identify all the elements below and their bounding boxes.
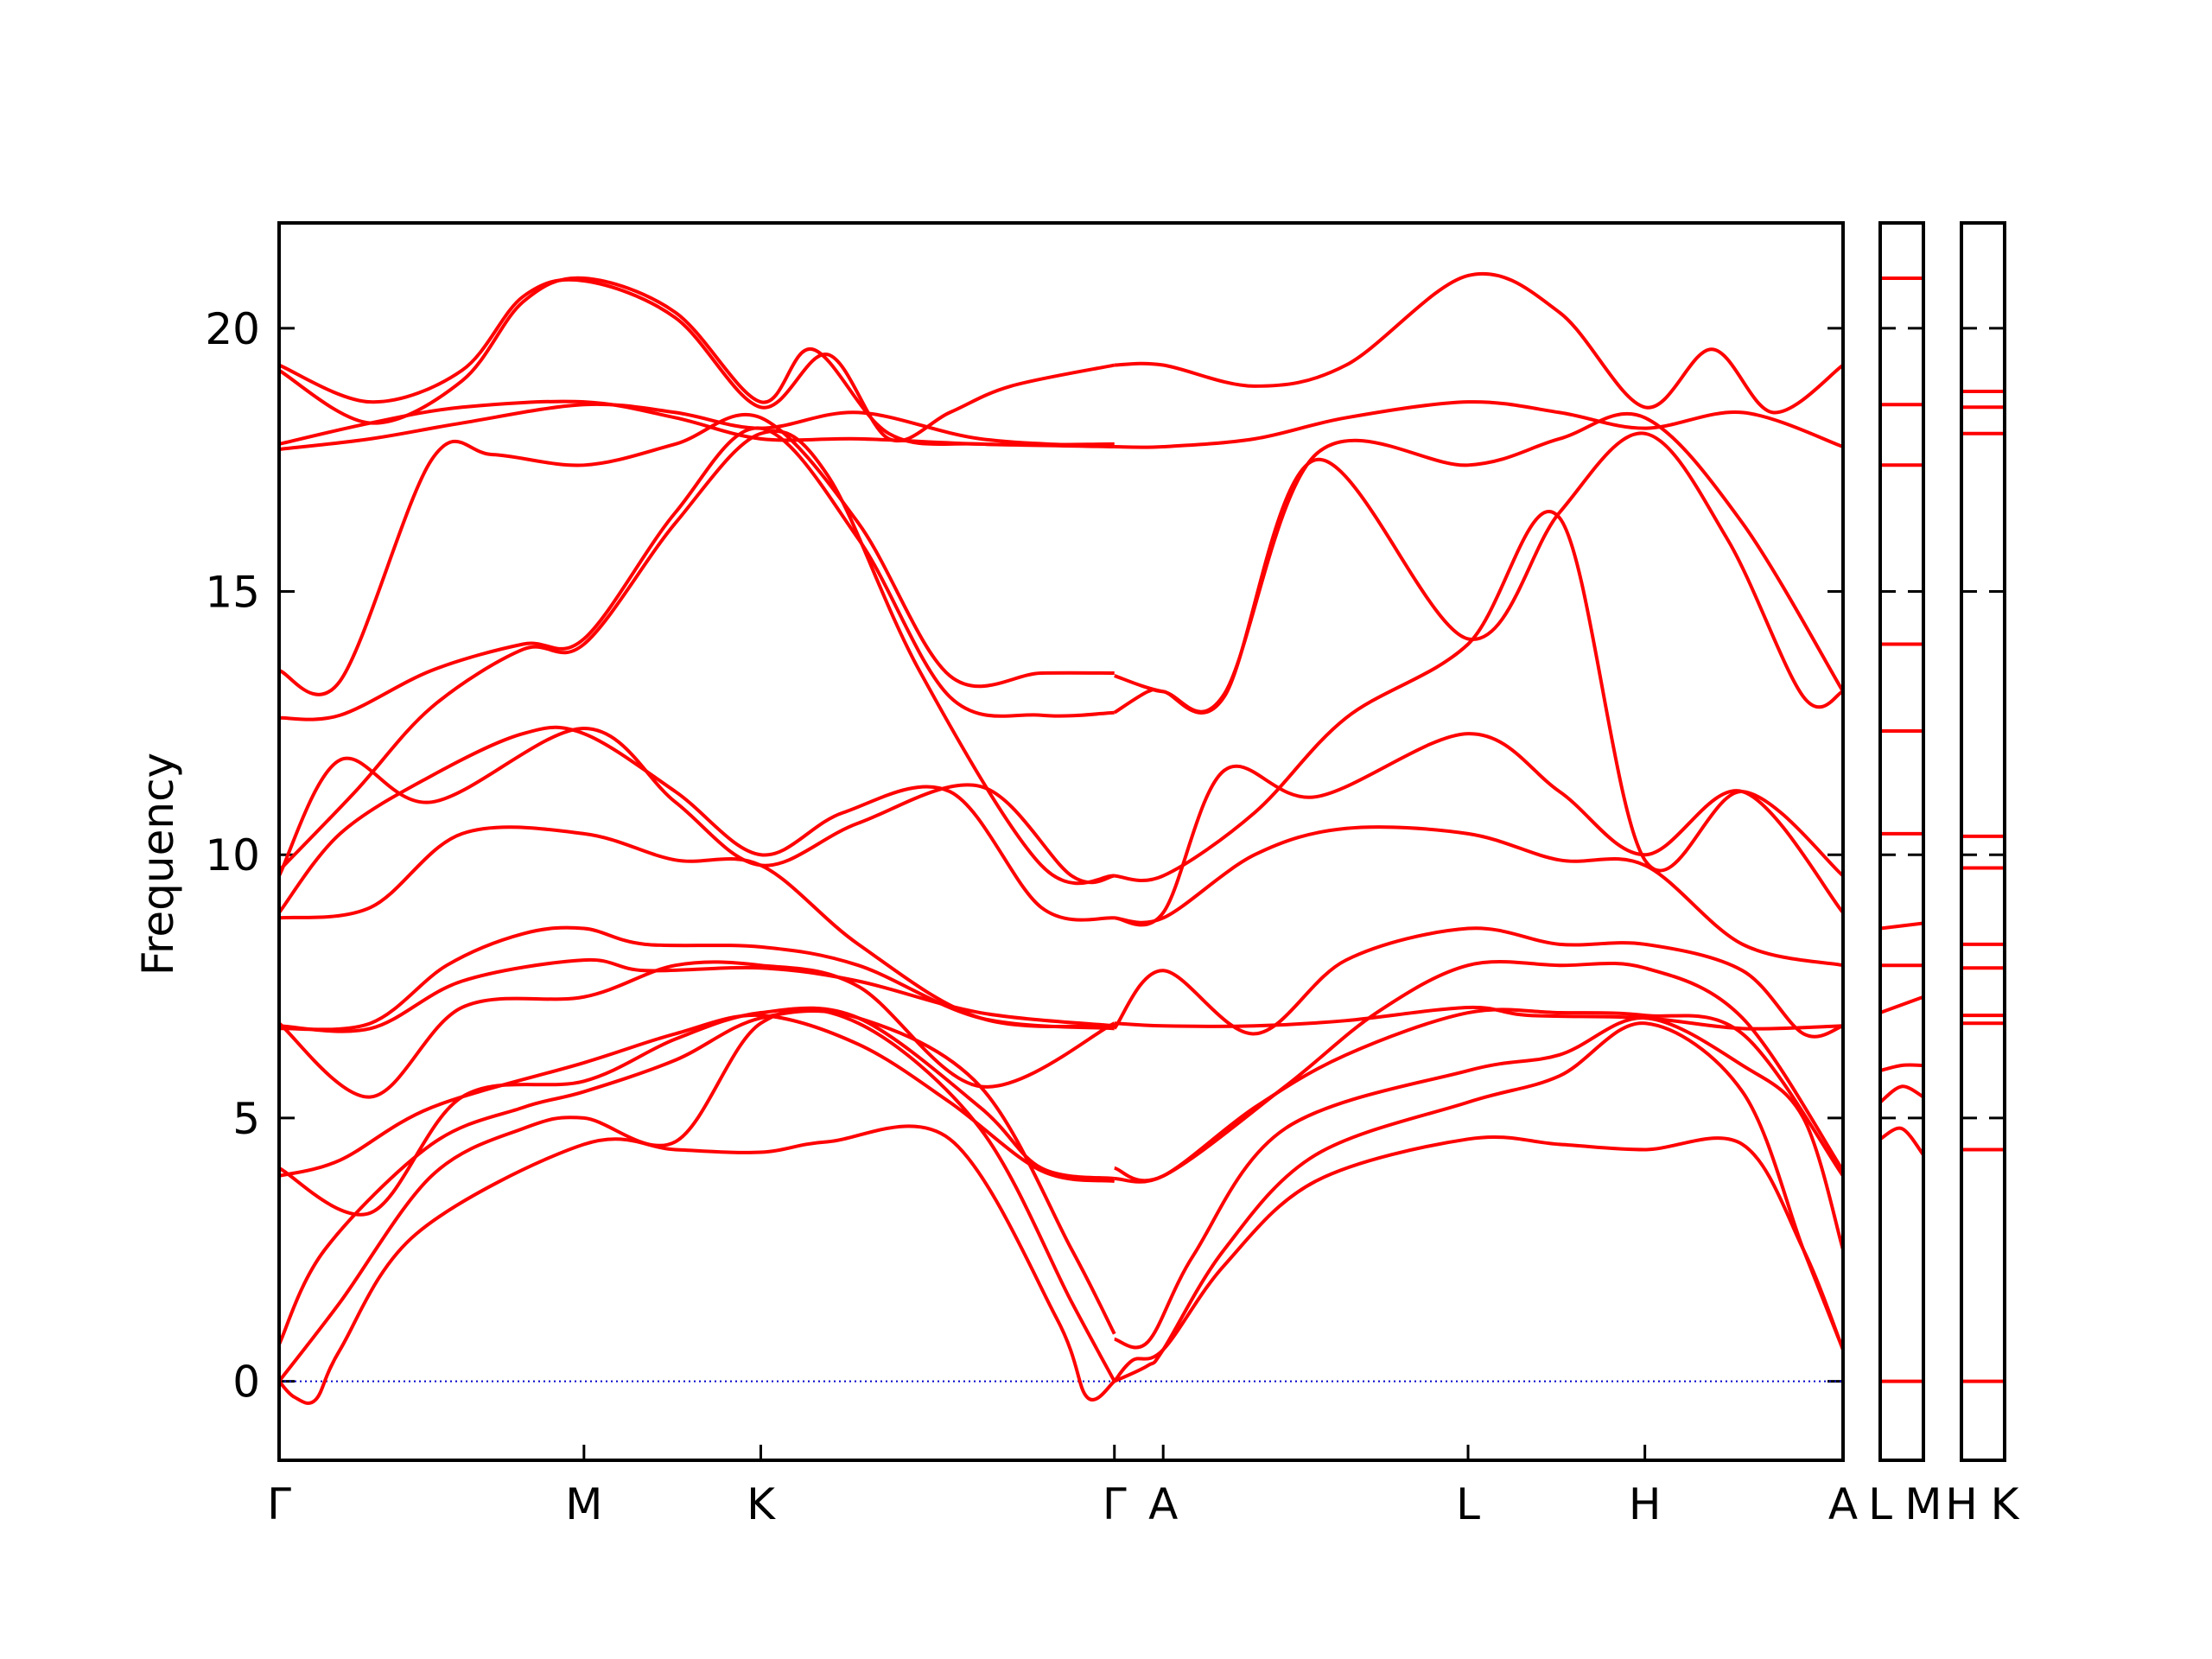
y-tick-label: 20 <box>205 304 260 354</box>
phonon-band-line <box>1113 926 1843 1039</box>
x-tick-label: K <box>1991 1479 2020 1529</box>
y-tick-label: 10 <box>205 830 260 880</box>
x-tick-label: L <box>1456 1479 1480 1529</box>
y-tick-label: 0 <box>232 1357 260 1408</box>
x-tick-label: L <box>1868 1479 1892 1529</box>
phonon-band-line <box>1880 995 1923 1014</box>
x-tick-label: A <box>1148 1479 1178 1529</box>
phonon-band-line <box>1114 1005 1843 1031</box>
phonon-band-line <box>279 402 1115 452</box>
phonon-band-line <box>1880 921 1923 931</box>
phonon-band-line <box>1114 825 1843 968</box>
phonon-band-line <box>1880 1084 1923 1104</box>
phonon-band-line <box>1114 960 1843 1183</box>
phonon-band-line <box>1113 1021 1843 1383</box>
phonon-band-line <box>279 1009 1116 1345</box>
band-group <box>279 271 1843 1405</box>
x-tick-label: H <box>1945 1479 1978 1529</box>
phonon-band-line <box>1113 431 1843 715</box>
phonon-band-line <box>279 412 1115 696</box>
x-tick-label: K <box>747 1479 776 1529</box>
phonon-band-line <box>1114 400 1843 449</box>
y-axis-label: Frequency <box>133 753 183 976</box>
phonon-band-line <box>279 726 1116 885</box>
phonon-band-line <box>1114 1007 1843 1184</box>
phonon-band-line <box>279 429 1116 886</box>
phonon-band-line <box>279 725 1116 922</box>
band-group <box>1880 276 1923 1383</box>
panel-frame <box>1878 221 1925 1462</box>
phonon-band-line <box>1114 1016 1843 1350</box>
x-tick-label: M <box>565 1479 602 1529</box>
phonon-band-line <box>279 1006 1116 1217</box>
phonon-band-line <box>1114 732 1843 927</box>
phonon-band-line <box>279 825 1115 1029</box>
phonon-band-line <box>1114 411 1843 714</box>
phonon-band-line <box>279 276 1115 447</box>
phonon-band-line <box>279 960 1116 1099</box>
band-group <box>1961 390 2005 1383</box>
phonon-band-line <box>279 1013 1116 1184</box>
panel-frame <box>1960 221 2006 1462</box>
y-tick-label: 15 <box>205 568 260 618</box>
y-tick-label: 5 <box>232 1094 260 1144</box>
x-tick-label: Γ <box>1103 1479 1127 1529</box>
panel-frame <box>277 221 1845 1462</box>
x-tick-label: H <box>1629 1479 1662 1529</box>
phonon-band-line <box>1114 271 1843 415</box>
x-tick-label: A <box>1828 1479 1858 1529</box>
phonon-band-line <box>279 1124 1116 1405</box>
phonon-band-line <box>279 1007 1116 1382</box>
phonon-band-line <box>1880 1126 1923 1156</box>
phonon-band-line <box>1113 1135 1843 1382</box>
phonon-band-line <box>279 925 1115 1032</box>
phonon-band-line <box>1880 1063 1923 1073</box>
phonon-band-line <box>279 426 1115 721</box>
phonon-band-line <box>279 277 1116 442</box>
x-tick-label: M <box>1904 1479 1942 1529</box>
phonon-band-line <box>1114 510 1843 882</box>
x-tick-label: Γ <box>267 1479 291 1529</box>
